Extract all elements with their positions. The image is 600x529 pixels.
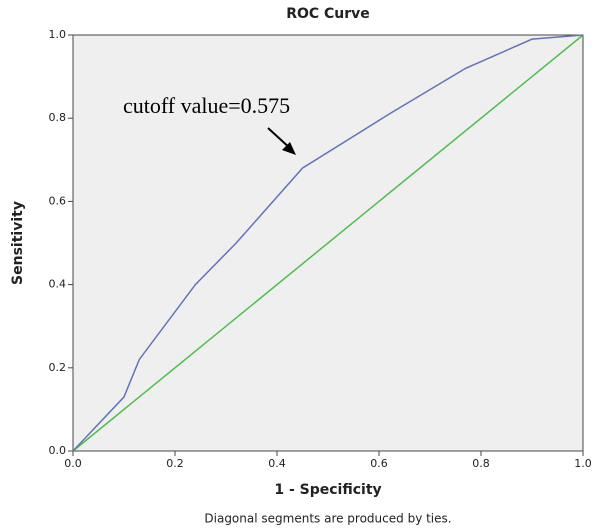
annotation: cutoff value=0.575 — [123, 93, 290, 118]
chart-title: ROC Curve — [286, 6, 370, 22]
annotation-arrow — [267, 127, 296, 155]
x-tick-label: 0.2 — [166, 457, 184, 470]
x-tick-label: 1.0 — [574, 457, 592, 470]
x-tick-label: 0.6 — [370, 457, 388, 470]
y-tick-label: 0.8 — [49, 111, 67, 124]
y-tick-label: 0.2 — [49, 361, 67, 374]
line-series — [72, 34, 584, 452]
x-axis-label: 1 - Specificity — [274, 482, 381, 498]
x-tick-label: 0.8 — [472, 457, 490, 470]
y-axis-label: Sensitivity — [10, 201, 26, 285]
y-tick-label: 0.0 — [49, 444, 67, 457]
y-tick-label: 0.4 — [49, 278, 67, 291]
x-tick-label: 0.0 — [64, 457, 82, 470]
x-tick-label: 0.4 — [268, 457, 286, 470]
line-series — [72, 34, 584, 452]
y-tick-label: 1.0 — [49, 28, 67, 41]
y-tick-label: 0.6 — [49, 194, 67, 207]
footnote: Diagonal segments are produced by ties. — [204, 512, 451, 526]
